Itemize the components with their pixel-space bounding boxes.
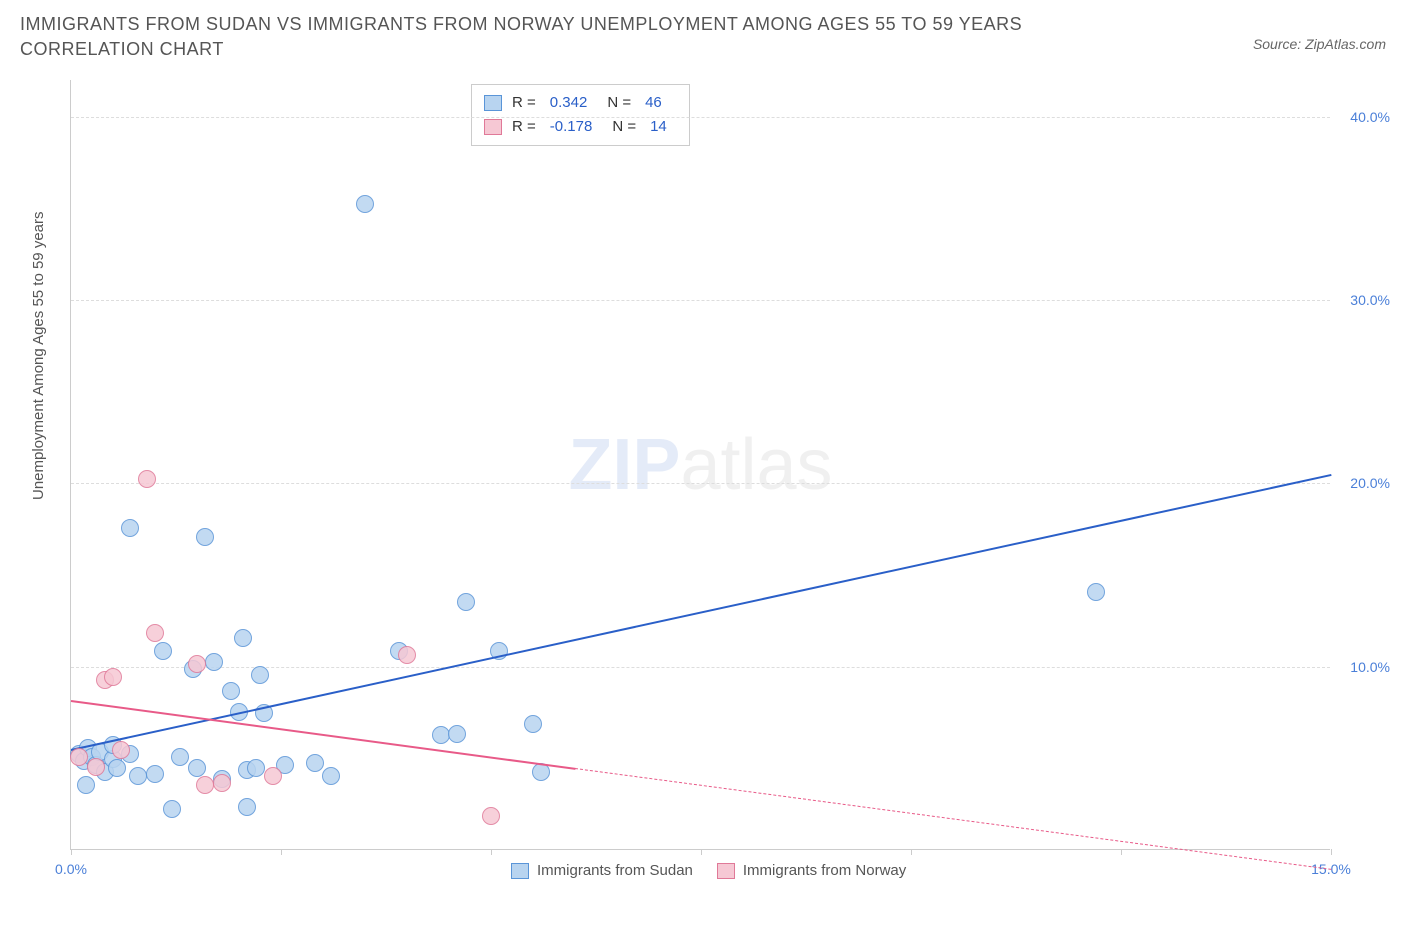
legend-swatch — [511, 863, 529, 879]
legend-swatch — [717, 863, 735, 879]
scatter-point — [129, 767, 147, 785]
y-tick-label: 40.0% — [1350, 109, 1390, 125]
scatter-point — [448, 725, 466, 743]
gridline — [71, 300, 1330, 301]
scatter-point — [196, 776, 214, 794]
scatter-point — [356, 195, 374, 213]
scatter-point — [138, 470, 156, 488]
legend-label: Immigrants from Sudan — [537, 862, 693, 879]
scatter-point — [171, 748, 189, 766]
gridline — [71, 117, 1330, 118]
scatter-point — [205, 653, 223, 671]
scatter-point — [457, 593, 475, 611]
scatter-point — [87, 758, 105, 776]
x-tick — [1121, 849, 1122, 855]
legend-r-value: 0.342 — [550, 91, 588, 115]
legend-r-value: -0.178 — [550, 115, 593, 139]
legend-label: Immigrants from Norway — [743, 862, 906, 879]
x-tick — [491, 849, 492, 855]
legend-row: R = 0.342 N = 46 — [484, 91, 677, 115]
source-attribution: Source: ZipAtlas.com — [1253, 12, 1386, 52]
plot-area: ZIPatlas R =0.342N =46R =-0.178N =14 Imm… — [70, 80, 1330, 850]
legend-r-label: R = — [512, 91, 536, 115]
scatter-point — [196, 528, 214, 546]
x-tick — [281, 849, 282, 855]
gridline — [71, 483, 1330, 484]
legend-item: Immigrants from Norway — [717, 862, 906, 879]
correlation-legend: R = 0.342 N = 46 R = -0.178 N = 14 — [471, 84, 690, 146]
legend-n-value: 14 — [650, 115, 667, 139]
scatter-point — [238, 798, 256, 816]
scatter-point — [482, 807, 500, 825]
trend-line — [71, 474, 1331, 751]
legend-r-label: R = — [512, 115, 536, 139]
legend-swatch — [484, 95, 502, 111]
legend-swatch — [484, 119, 502, 135]
trend-line — [575, 768, 1331, 870]
y-tick-label: 10.0% — [1350, 659, 1390, 675]
series-legend: Immigrants from Sudan Immigrants from Nor… — [511, 862, 906, 879]
scatter-point — [398, 646, 416, 664]
chart-title: IMMIGRANTS FROM SUDAN VS IMMIGRANTS FROM… — [20, 12, 1120, 62]
scatter-point — [70, 748, 88, 766]
scatter-point — [264, 767, 282, 785]
legend-n-label: N = — [607, 91, 631, 115]
scatter-point — [524, 715, 542, 733]
legend-n-value: 46 — [645, 91, 662, 115]
scatter-point — [432, 726, 450, 744]
y-tick-label: 20.0% — [1350, 475, 1390, 491]
x-tick — [911, 849, 912, 855]
scatter-point — [188, 655, 206, 673]
scatter-point — [163, 800, 181, 818]
legend-row: R = -0.178 N = 14 — [484, 115, 677, 139]
chart-container: Unemployment Among Ages 55 to 59 years Z… — [40, 80, 1390, 890]
scatter-point — [108, 759, 126, 777]
scatter-point — [213, 774, 231, 792]
scatter-point — [322, 767, 340, 785]
scatter-point — [188, 759, 206, 777]
scatter-point — [77, 776, 95, 794]
x-tick — [71, 849, 72, 855]
scatter-point — [1087, 583, 1105, 601]
scatter-point — [121, 519, 139, 537]
scatter-point — [247, 759, 265, 777]
y-tick-label: 30.0% — [1350, 292, 1390, 308]
scatter-point — [112, 741, 130, 759]
scatter-point — [222, 682, 240, 700]
scatter-point — [306, 754, 324, 772]
scatter-point — [146, 765, 164, 783]
watermark: ZIPatlas — [568, 424, 832, 506]
watermark-light: atlas — [680, 425, 832, 505]
scatter-point — [154, 642, 172, 660]
watermark-bold: ZIP — [568, 425, 680, 505]
scatter-point — [104, 668, 122, 686]
scatter-point — [146, 624, 164, 642]
scatter-point — [234, 629, 252, 647]
x-tick — [1331, 849, 1332, 855]
x-tick-label: 0.0% — [55, 861, 87, 877]
scatter-point — [251, 666, 269, 684]
legend-item: Immigrants from Sudan — [511, 862, 693, 879]
legend-n-label: N = — [612, 115, 636, 139]
x-tick — [701, 849, 702, 855]
y-axis-label: Unemployment Among Ages 55 to 59 years — [30, 211, 47, 500]
